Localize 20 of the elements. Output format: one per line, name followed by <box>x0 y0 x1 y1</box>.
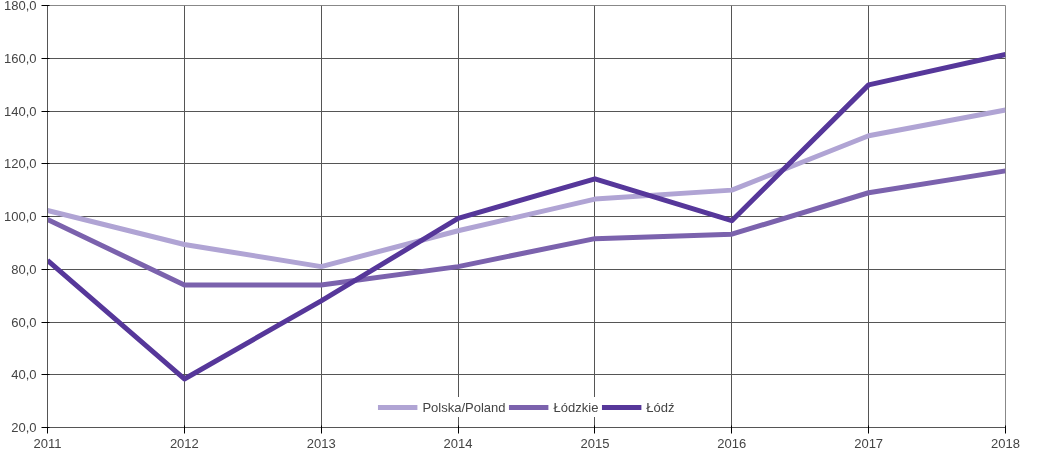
y-tick-label: 140,0 <box>3 103 37 119</box>
x-tick-label: 2017 <box>854 435 884 451</box>
x-tick-label: 2014 <box>443 435 473 451</box>
x-tick-label: 2011 <box>33 435 62 451</box>
y-tick-label: 20,0 <box>11 420 37 435</box>
y-tick-label: 60,0 <box>11 314 37 330</box>
y-tick-label: 40,0 <box>11 367 37 383</box>
x-tick-label: 2016 <box>717 435 747 451</box>
x-tick-label: 2012 <box>169 435 199 451</box>
legend-label: Łódzkie <box>553 399 599 415</box>
x-tick-label: 2018 <box>991 435 1020 451</box>
y-tick-label: 160,0 <box>3 50 37 66</box>
y-tick-label: 100,0 <box>3 209 37 224</box>
x-tick-label: 2015 <box>580 435 610 451</box>
y-tick-label: 80,0 <box>11 261 37 277</box>
legend-label: Polska/Poland <box>422 399 506 415</box>
y-tick-label: 180,0 <box>3 0 37 13</box>
legend-label: Łódź <box>646 399 675 415</box>
x-tick-label: 2013 <box>306 435 336 451</box>
y-tick-label: 120,0 <box>3 156 37 172</box>
